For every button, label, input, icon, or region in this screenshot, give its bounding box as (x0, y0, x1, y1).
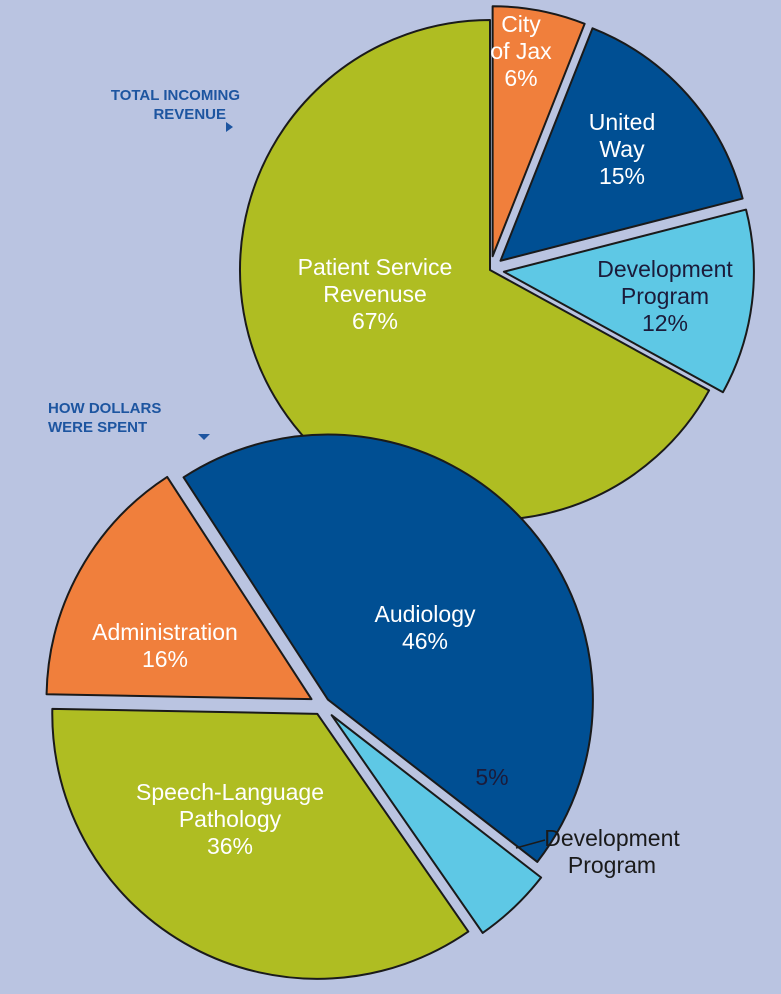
chart-title: TOTAL INCOMING REVENUE (111, 87, 240, 123)
slice-label: Development Program (597, 256, 733, 309)
value-label: 5% (475, 764, 508, 790)
pie-slice (239, 19, 711, 521)
pie-slice (502, 208, 755, 394)
pie-slice (491, 5, 586, 258)
value-label: 16% (142, 646, 188, 672)
pie-slice (182, 433, 594, 863)
value-label: 15% (599, 163, 645, 189)
slice-label: Development Program (544, 825, 680, 878)
pie-slice (45, 475, 313, 701)
slice-label: Speech-Language Pathology (136, 779, 324, 832)
value-label: 46% (402, 628, 448, 654)
title-arrow (198, 434, 210, 440)
value-label: 6% (504, 65, 537, 91)
slice-label: United Way (589, 109, 655, 162)
pies (45, 5, 755, 980)
value-label: 67% (352, 308, 398, 334)
leader-line (515, 839, 546, 849)
value-label: 12% (642, 310, 688, 336)
pie-slice (51, 707, 470, 980)
slice-label: Audiology (374, 601, 476, 627)
slice-label: City of Jax (490, 11, 552, 64)
chart-title: HOW DOLLARS WERE SPENT (48, 400, 161, 436)
slice-label: Administration (92, 619, 238, 645)
value-label: 36% (207, 833, 253, 859)
pie-slice (330, 714, 543, 934)
title-arrow (226, 122, 233, 132)
slice-label: Patient Service Revenuse (298, 254, 453, 307)
pie-slice (499, 27, 744, 262)
